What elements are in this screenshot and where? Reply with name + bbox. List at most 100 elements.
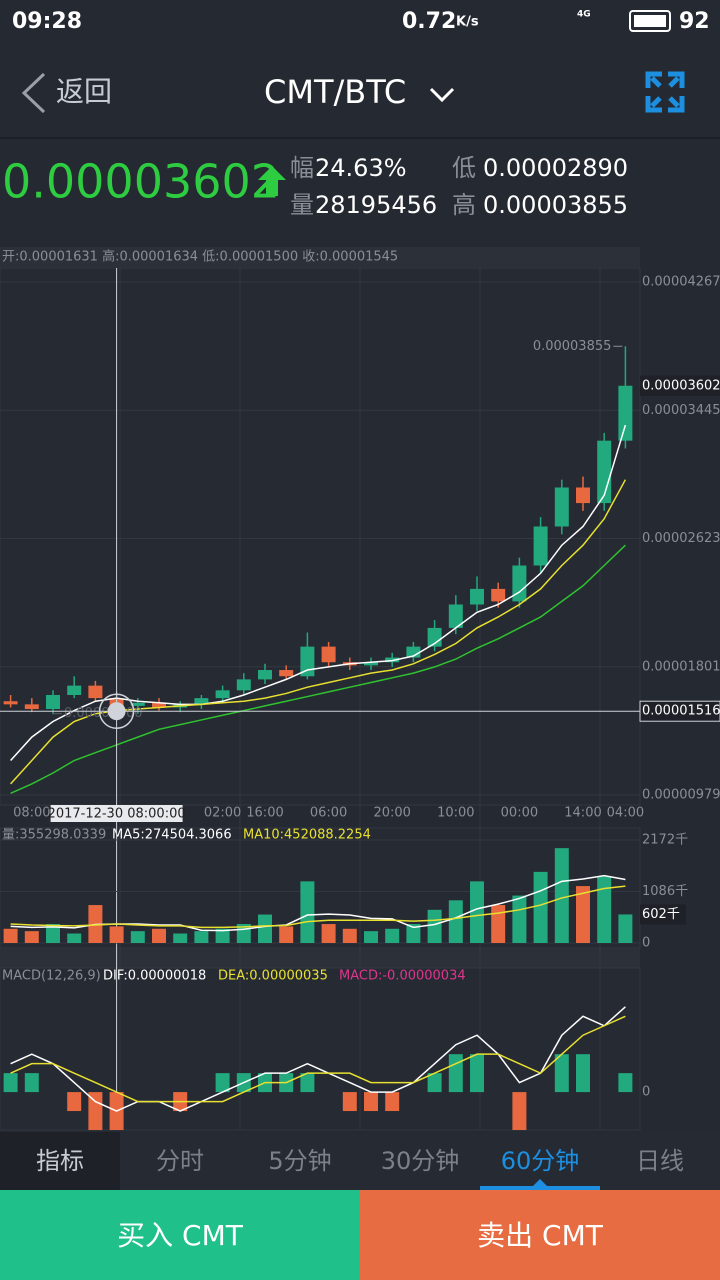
candle-body	[152, 702, 166, 708]
volume-bar	[470, 881, 484, 943]
volume-legend: 量:355298.0339	[2, 828, 106, 843]
status-speed-unit: K/s	[456, 15, 479, 30]
tab-caret	[533, 1179, 547, 1186]
crosshair-value-box	[639, 700, 720, 722]
change-value: 24.63%	[315, 154, 407, 182]
last-price: 0.00003602	[2, 155, 280, 209]
volume-bar	[618, 914, 633, 943]
candle-body	[194, 698, 209, 705]
tab[interactable]: 5分钟	[268, 1147, 331, 1175]
y-tick-label: 0.00001801	[642, 659, 720, 674]
up-arrow	[258, 166, 286, 196]
candle-body	[3, 701, 18, 705]
battery-level	[634, 15, 666, 27]
pair-title[interactable]: CMT/BTC	[264, 73, 406, 111]
tab-indicator-bg	[0, 1132, 120, 1190]
candle-body	[618, 385, 633, 441]
candle-body	[406, 646, 421, 658]
sell-button[interactable]	[360, 1190, 720, 1280]
volume-value: 28195456	[315, 191, 437, 219]
macd-header-bar	[0, 948, 640, 968]
volume-bar	[279, 926, 294, 943]
candle-body	[512, 565, 527, 602]
volume-bar	[597, 876, 612, 943]
volume-panel	[0, 827, 641, 949]
status-time: 09:28	[12, 9, 82, 34]
x-tick-label: 02:00	[204, 806, 241, 821]
last-price-label: 0.00003602	[642, 378, 720, 393]
ma-line	[10, 1015, 626, 1103]
tab-underline	[480, 1186, 600, 1190]
tab[interactable]: 日线	[636, 1147, 684, 1175]
fullscreen-icon[interactable]	[645, 71, 685, 113]
volume-bar	[67, 933, 82, 943]
buy-button[interactable]	[0, 1190, 360, 1280]
dea-legend: DEA:0.00000035	[218, 969, 328, 984]
high-label: 高	[452, 191, 476, 219]
candle-body	[321, 646, 336, 663]
charts: 0.00000979 0.00001801 0.00002623 0.00003445…	[0, 268, 720, 1130]
macd-bar	[342, 1092, 357, 1112]
candle-body	[491, 588, 506, 602]
crosshair-dot	[107, 702, 126, 721]
last-volume-label: 602千	[642, 907, 680, 922]
y-tick-label: 1086千	[642, 884, 688, 899]
volume-bar	[321, 924, 336, 943]
crosshair-ring	[98, 693, 135, 729]
volume-bar	[364, 931, 378, 943]
volume-bar	[173, 933, 188, 943]
buy-label[interactable]: 买入 CMT	[117, 1219, 244, 1252]
dropdown-icon[interactable]	[429, 87, 455, 103]
tab[interactable]: 60分钟	[501, 1147, 580, 1175]
volume-bar	[342, 928, 357, 943]
back-button[interactable]: 返回	[56, 75, 112, 108]
y-tick-label: 0	[642, 936, 650, 951]
status-network: 4G	[577, 10, 591, 20]
back-icon[interactable]	[21, 72, 46, 114]
tab[interactable]: 30分钟	[381, 1147, 460, 1175]
status-battery: 92	[679, 9, 710, 34]
candle-body	[46, 694, 60, 710]
x-tick-label: 10:00	[437, 806, 474, 821]
macd-legend: MACD:-0.00000034	[339, 969, 466, 984]
macd-bar	[364, 1092, 378, 1112]
macd-bar	[300, 1073, 315, 1093]
tabs: 指标 分时 5分钟 30分钟 60分钟 日线	[36, 1147, 684, 1190]
x-tick-label: 14:00	[564, 806, 601, 821]
volume-bar	[512, 895, 527, 943]
volume-bar	[194, 931, 209, 943]
volume-bar	[491, 905, 506, 943]
macd-title: MACD(12,26,9)	[2, 969, 101, 984]
volume-bar	[533, 871, 548, 943]
macd-bar	[385, 1092, 400, 1112]
y-tick-label: 0	[642, 1085, 650, 1100]
candle-body	[427, 627, 442, 647]
tab[interactable]: 指标	[36, 1147, 84, 1175]
macd-bar	[215, 1073, 230, 1093]
crosshair-value: 0.00001516	[642, 704, 720, 719]
candle-body	[279, 670, 294, 677]
max-label: 0.00003855	[533, 339, 612, 354]
volume-label: 量	[290, 191, 314, 219]
sell-label[interactable]: 卖出 CMT	[477, 1219, 604, 1252]
low-value: 0.00002890	[483, 154, 628, 182]
tab[interactable]: 分时	[156, 1147, 204, 1175]
y-tick-label: 0.00004267	[642, 275, 720, 290]
candle-info: 开:0.00001631 高:0.00001634 低:0.00001500 收…	[2, 249, 398, 265]
ma-line	[10, 1006, 626, 1112]
min-label: 0.00001500	[64, 706, 143, 721]
candle-body	[88, 685, 103, 699]
battery-icon	[629, 10, 671, 32]
high-value: 0.00003855	[483, 191, 628, 219]
volume-ma10-legend: MA10:452088.2254	[243, 828, 371, 843]
dif-legend: DIF:0.00000018	[103, 969, 206, 984]
volume-bar	[109, 926, 124, 943]
low-label: 低	[452, 154, 476, 182]
macd-bar	[3, 1073, 18, 1093]
x-tick-label: 06:00	[310, 806, 347, 821]
macd-bar	[576, 1054, 590, 1093]
candle-body	[364, 662, 378, 666]
candle-body	[385, 657, 400, 663]
volume-bar	[130, 931, 145, 943]
